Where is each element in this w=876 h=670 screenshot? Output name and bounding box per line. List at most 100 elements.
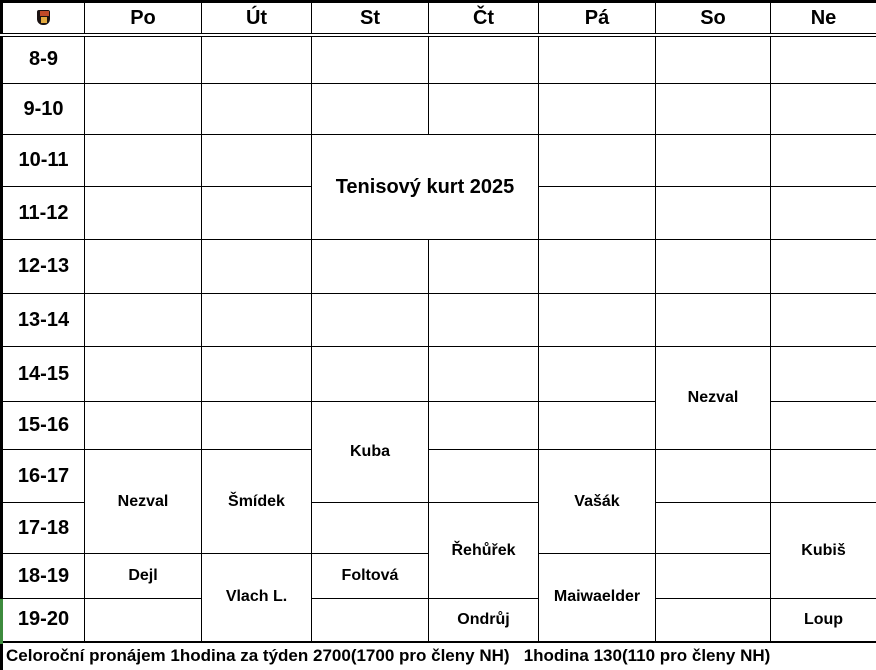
empty-cell [84, 293, 202, 347]
empty-cell [655, 186, 771, 240]
empty-cell [538, 239, 656, 294]
booking-block-smidek: Šmídek [201, 449, 312, 554]
booking-block-nezval: Nezval [84, 449, 202, 554]
empty-cell [770, 134, 876, 187]
time-label-17-18: 17-18 [1, 502, 85, 554]
empty-cell [84, 401, 202, 450]
empty-cell [311, 83, 429, 135]
empty-cell [311, 293, 429, 347]
empty-cell [655, 34, 771, 84]
time-label-9-10: 9-10 [1, 83, 85, 135]
time-label-10-11: 10-11 [1, 134, 85, 187]
day-header-so: So [655, 1, 771, 37]
day-header-pa: Pá [538, 1, 656, 37]
empty-cell [84, 346, 202, 402]
time-row: 8-9 [1, 34, 876, 84]
empty-cell [84, 34, 202, 84]
empty-cell [84, 186, 202, 240]
empty-booking-block [84, 598, 202, 642]
booking-block-maiwaelder: Maiwaelder [538, 553, 656, 642]
booking-block-tenisovy-kurt-2025: Tenisový kurt 2025 [311, 134, 539, 240]
empty-cell [655, 553, 771, 599]
empty-cell [201, 83, 312, 135]
empty-cell [84, 134, 202, 187]
time-row: 18-19 Dejl Vlach L. Foltová Maiwaelder [1, 553, 876, 642]
empty-cell [311, 239, 429, 294]
empty-cell [538, 401, 656, 450]
time-label-18-19: 18-19 [1, 553, 85, 599]
empty-cell [770, 186, 876, 240]
empty-cell [84, 83, 202, 135]
empty-cell [770, 346, 876, 402]
empty-booking-block [311, 598, 429, 642]
time-row: 16-17 Nezval Šmídek Vašák [1, 449, 876, 554]
time-row: 10-11 Tenisový kurt 2025 [1, 134, 876, 240]
footer-note: Celoroční pronájem 1hodina za týden 2700… [1, 640, 876, 670]
crest-icon [37, 10, 50, 26]
empty-cell [428, 34, 539, 84]
empty-cell [201, 134, 312, 187]
time-row: 12-13 [1, 239, 876, 294]
empty-cell [201, 186, 312, 240]
time-row: 9-10 [1, 83, 876, 135]
empty-booking-block [428, 449, 539, 503]
day-header-ct: Čt [428, 1, 539, 37]
empty-cell [201, 346, 312, 402]
empty-cell [201, 293, 312, 347]
empty-cell [770, 83, 876, 135]
time-row: 11-12 [1, 186, 876, 240]
empty-cell [538, 83, 656, 135]
empty-cell [770, 401, 876, 450]
empty-cell [538, 134, 656, 187]
empty-cell [770, 34, 876, 84]
time-label-16-17: 16-17 [1, 449, 85, 503]
booking-block-dejl: Dejl [84, 553, 202, 599]
empty-cell [538, 346, 656, 402]
empty-cell [655, 449, 771, 503]
time-label-15-16: 15-16 [1, 401, 85, 450]
time-label-13-14: 13-14 [1, 293, 85, 347]
empty-cell [655, 293, 771, 347]
empty-cell [538, 34, 656, 84]
empty-cell [311, 346, 429, 402]
time-row: 19-20 Ondrůj Loup [1, 598, 876, 642]
empty-cell [428, 346, 539, 402]
time-label-12-13: 12-13 [1, 239, 85, 294]
empty-cell [655, 134, 771, 187]
booking-block-kuba: Kuba [311, 401, 429, 503]
empty-cell [201, 34, 312, 84]
empty-cell [538, 186, 656, 240]
empty-cell [655, 502, 771, 554]
time-label-8-9: 8-9 [1, 34, 85, 84]
booking-block-rehurek: Řehůřek [428, 502, 539, 599]
day-header-po: Po [84, 1, 202, 37]
booking-block-vasak: Vašák [538, 449, 656, 554]
empty-cell [428, 239, 539, 294]
booking-block-nezval: Nezval [655, 346, 771, 450]
empty-cell [201, 239, 312, 294]
time-label-11-12: 11-12 [1, 186, 85, 240]
time-row: 13-14 [1, 293, 876, 347]
day-header-st: St [311, 1, 429, 37]
header-row: Po Út St Čt Pá So Ne [1, 1, 876, 37]
time-label-19-20: 19-20 [1, 598, 85, 642]
empty-booking-block [770, 449, 876, 503]
empty-cell [84, 239, 202, 294]
footer-row: Celoroční pronájem 1hodina za týden 2700… [1, 640, 876, 670]
empty-cell [655, 83, 771, 135]
time-row: 14-15 Nezval [1, 346, 876, 450]
booking-block-kubis: Kubiš [770, 502, 876, 599]
empty-cell [770, 239, 876, 294]
green-edge-mark [0, 599, 3, 644]
empty-cell [538, 293, 656, 347]
empty-cell [311, 34, 429, 84]
booking-block-ondruj: Ondrůj [428, 598, 539, 642]
empty-cell [655, 598, 771, 642]
time-row: 15-16 Kuba [1, 401, 876, 503]
empty-cell [655, 239, 771, 294]
empty-cell [428, 401, 539, 450]
time-label-14-15: 14-15 [1, 346, 85, 402]
day-header-ut: Út [201, 1, 312, 37]
